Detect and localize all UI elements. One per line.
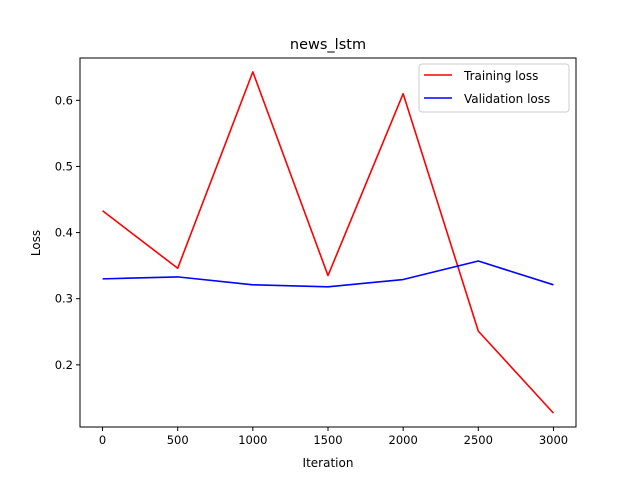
legend-label-validation: Validation loss [464, 92, 550, 106]
x-tick-label: 500 [167, 433, 189, 447]
y-tick-label: 0.4 [55, 226, 73, 240]
x-tick-label: 0 [99, 433, 106, 447]
legend: Training loss Validation loss [419, 64, 569, 112]
chart-title: news_lstm [290, 37, 366, 53]
y-axis-label: Loss [29, 230, 43, 256]
y-tick-label: 0.5 [55, 159, 73, 173]
y-tick-label: 0.6 [55, 93, 73, 107]
y-tick-label: 0.2 [55, 358, 73, 372]
x-tick-label: 1000 [238, 433, 267, 447]
legend-label-training: Training loss [463, 69, 538, 83]
y-tick-label: 0.3 [55, 292, 73, 306]
x-tick-label: 1500 [313, 433, 342, 447]
x-tick-label: 2500 [464, 433, 493, 447]
x-tick-label: 2000 [389, 433, 418, 447]
x-tick-label: 3000 [539, 433, 568, 447]
x-axis-label: Iteration [303, 456, 354, 470]
